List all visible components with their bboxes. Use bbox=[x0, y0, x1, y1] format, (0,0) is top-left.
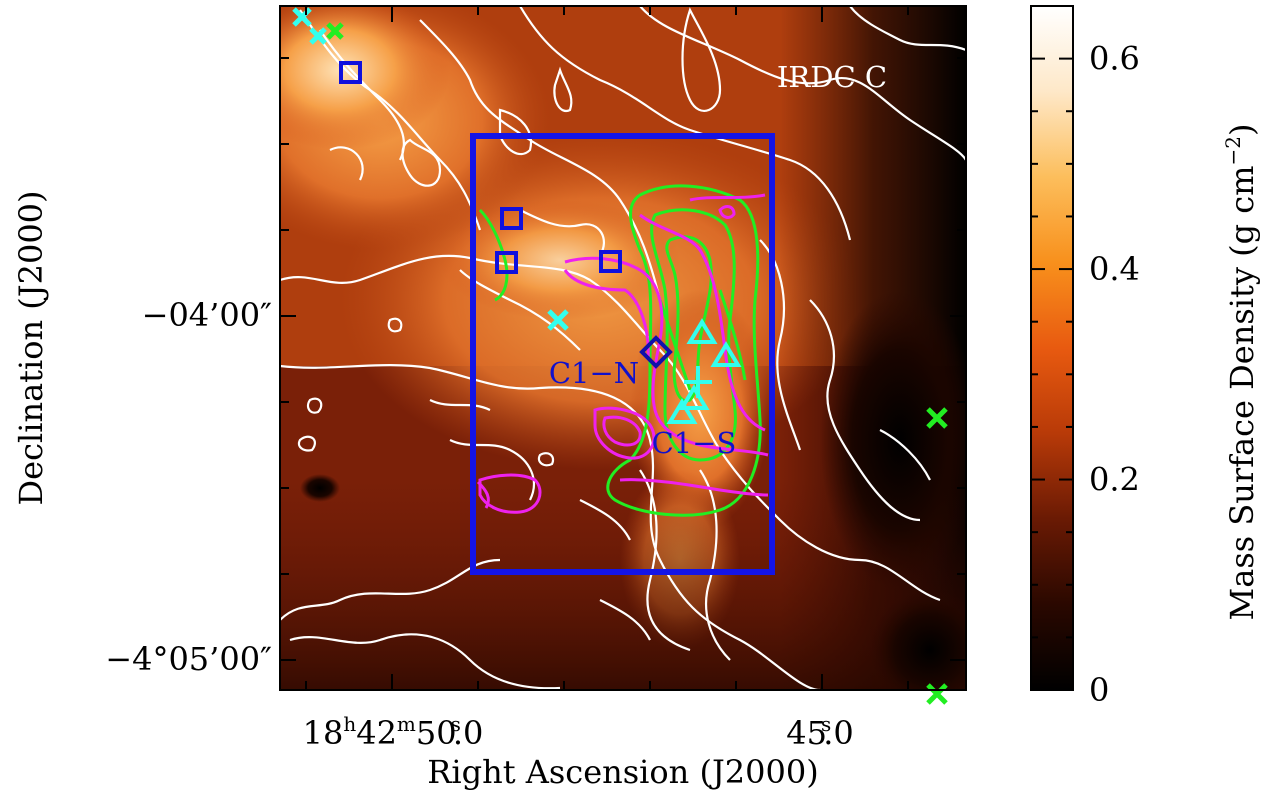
green-x-markers-inside bbox=[326, 22, 344, 40]
blue-square-marker bbox=[495, 251, 518, 274]
colorbar-tick-label: 0.2 bbox=[1089, 461, 1140, 499]
white-contours bbox=[280, 6, 966, 690]
green-x-marker bbox=[926, 683, 948, 705]
cyan-triangle-marker bbox=[686, 318, 718, 344]
annotation-c1-s: C1−S bbox=[652, 426, 737, 460]
x-tick-labels: 18h42m50s.0 45s.0 bbox=[303, 712, 854, 752]
colorbar-tick-label: 0 bbox=[1089, 671, 1109, 709]
y-tick-label-0400: −04’00″ bbox=[142, 296, 272, 334]
y-axis-label: Declination (J2000) bbox=[12, 190, 50, 505]
blue-square-marker bbox=[339, 61, 362, 84]
colorbar: 0 0.2 0.4 0.6 Mass Surface Density (g cm−2) bbox=[1030, 5, 1261, 709]
blue-square-marker bbox=[599, 250, 622, 273]
x-tick-label-50: 18h42m50s.0 bbox=[303, 712, 484, 752]
y-tick-label-0500: −4°05’00″ bbox=[105, 640, 272, 678]
x-tick-label-45: 45s.0 bbox=[786, 712, 854, 752]
map-frame bbox=[279, 5, 967, 691]
blue-diamond-marker bbox=[639, 335, 673, 369]
annotation-c1-n: C1−N bbox=[549, 356, 639, 390]
cyan-x-marker bbox=[292, 7, 312, 27]
cyan-triangle-marker bbox=[710, 341, 742, 367]
density-map: IRDC C C1−N C1−S bbox=[280, 6, 966, 690]
colorbar-tick-label: 0.4 bbox=[1089, 250, 1140, 288]
blue-square-marker bbox=[500, 207, 523, 230]
magenta-contours bbox=[476, 193, 769, 514]
cyan-x-marker bbox=[547, 309, 569, 331]
green-x-markers-border bbox=[926, 407, 948, 705]
colorbar-tick-label: 0.6 bbox=[1089, 40, 1140, 78]
cyan-triangle-marker bbox=[666, 398, 698, 424]
y-tick-labels: −04’00″ −4°05’00″ bbox=[105, 296, 272, 678]
green-x-marker bbox=[926, 407, 948, 429]
blue-square-markers bbox=[339, 61, 622, 274]
colorbar-bar bbox=[1030, 5, 1074, 691]
green-x-marker bbox=[326, 22, 344, 40]
cyan-x-markers bbox=[292, 7, 569, 331]
analysis-box bbox=[470, 133, 775, 575]
x-axis-label: Right Ascension (J2000) bbox=[427, 753, 818, 791]
cyan-plus-marker bbox=[684, 366, 712, 398]
cyan-x-marker bbox=[309, 27, 327, 45]
field-label: IRDC C bbox=[777, 60, 887, 94]
colorbar-label: Mass Surface Density (g cm−2) bbox=[1221, 124, 1261, 621]
